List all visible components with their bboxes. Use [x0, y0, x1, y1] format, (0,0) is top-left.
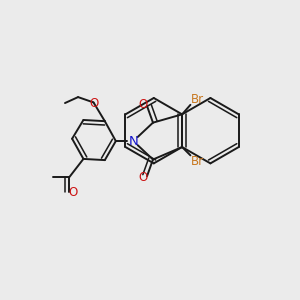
Text: O: O — [90, 97, 99, 110]
Text: O: O — [138, 171, 147, 184]
Text: N: N — [128, 135, 138, 148]
Text: O: O — [68, 186, 77, 199]
Text: Br: Br — [191, 93, 204, 106]
Text: O: O — [138, 98, 147, 111]
Text: Br: Br — [191, 155, 204, 168]
